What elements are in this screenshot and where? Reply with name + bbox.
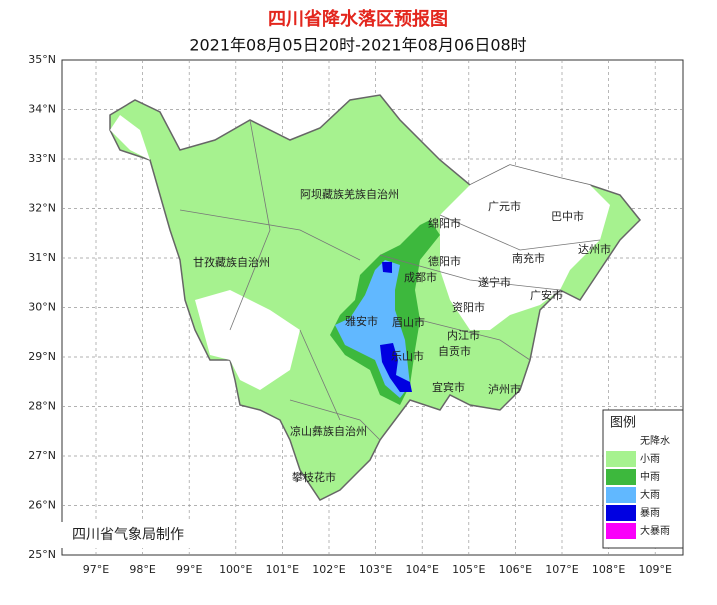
city-label: 成都市 [404, 270, 437, 284]
lon-label: 109°E [638, 563, 671, 576]
city-label: 攀枝花市 [292, 470, 336, 484]
lat-label: 31°N [28, 251, 56, 264]
legend-swatch [606, 433, 636, 449]
legend-swatch [606, 469, 636, 485]
city-label: 甘孜藏族自治州 [193, 255, 270, 269]
legend-title: 图例 [610, 416, 636, 431]
lon-label: 101°E [266, 563, 299, 576]
no-rain-area [440, 165, 610, 330]
legend-swatch [606, 451, 636, 467]
lat-label: 32°N [28, 202, 56, 215]
legend-label: 小雨 [640, 453, 660, 465]
city-label: 南充市 [512, 251, 545, 265]
city-label: 自贡市 [438, 344, 471, 358]
lon-label: 97°E [83, 563, 109, 576]
city-label: 绵阳市 [428, 216, 461, 230]
county-boundaries [179, 119, 601, 441]
legend-label: 大雨 [640, 488, 660, 501]
lon-label: 103°E [359, 563, 392, 576]
no-rain-area [195, 290, 300, 390]
lon-label: 100°E [219, 563, 252, 576]
legend-label: 大暴雨 [640, 524, 670, 537]
lon-label: 106°E [499, 563, 532, 576]
lat-label: 26°N [28, 499, 56, 512]
legend-label: 中雨 [640, 470, 660, 483]
rainstorm-area [382, 262, 392, 273]
city-label: 广安市 [530, 288, 563, 302]
city-label: 遂宁市 [478, 275, 511, 289]
lat-label: 25°N [28, 548, 56, 561]
credit: 四川省气象局制作 [72, 527, 184, 543]
city-label: 阿坝藏族羌族自治州 [300, 187, 399, 201]
lon-label: 102°E [312, 563, 345, 576]
legend-swatch [606, 523, 636, 539]
legend-swatch [606, 487, 636, 503]
lon-label: 107°E [545, 563, 578, 576]
map-subtitle: 2021年08月05日20时-2021年08月06日08时 [189, 36, 526, 55]
lat-label: 27°N [28, 449, 56, 462]
city-label: 泸州市 [488, 382, 521, 396]
lat-label: 34°N [28, 103, 56, 116]
credit-box [10, 522, 200, 548]
lon-label: 98°E [129, 563, 155, 576]
city-label: 乐山市 [391, 349, 424, 363]
lon-label: 99°E [176, 563, 202, 576]
lon-label: 105°E [452, 563, 485, 576]
city-label: 德阳市 [428, 254, 461, 268]
lon-label: 104°E [405, 563, 438, 576]
lon-label: 108°E [592, 563, 625, 576]
lat-label: 35°N [28, 53, 56, 66]
city-label: 达州市 [578, 242, 611, 256]
lat-label: 28°N [28, 400, 56, 413]
legend-swatch [606, 505, 636, 521]
lat-label: 33°N [28, 152, 56, 165]
city-label: 雅安市 [345, 314, 378, 328]
city-label: 广元市 [488, 199, 521, 213]
legend-label: 无降水 [640, 434, 670, 447]
legend-label: 暴雨 [640, 507, 660, 519]
city-label: 眉山市 [392, 315, 425, 329]
lat-label: 29°N [28, 350, 56, 363]
city-label: 内江市 [447, 328, 480, 342]
city-label: 凉山彝族自治州 [290, 424, 367, 438]
city-label: 资阳市 [452, 300, 485, 314]
rainstorm-area [380, 343, 412, 392]
lat-label: 30°N [28, 301, 56, 314]
map-title: 四川省降水落区预报图 [268, 8, 448, 30]
city-label: 宜宾市 [432, 380, 465, 394]
no-rain-area [110, 115, 150, 160]
city-label: 巴中市 [551, 209, 584, 223]
